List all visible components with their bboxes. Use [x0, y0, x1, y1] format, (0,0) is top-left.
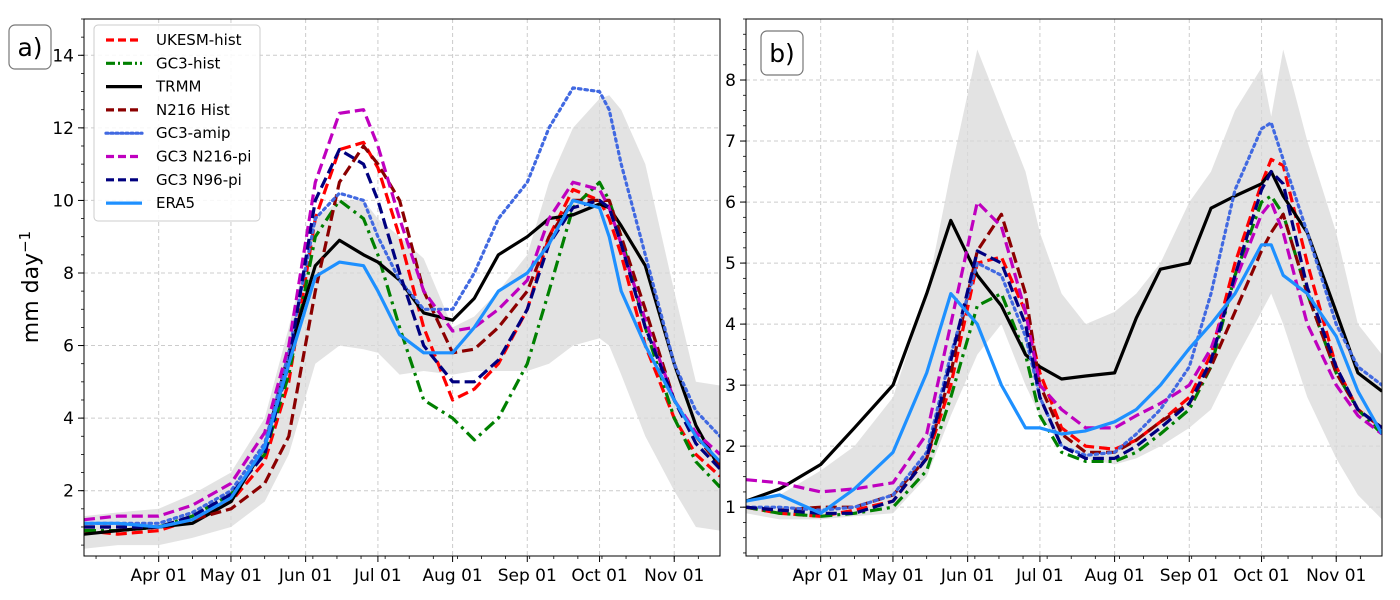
legend-label-trmm: TRMM	[155, 78, 201, 96]
x-tick-label: Nov 01	[644, 566, 704, 586]
x-tick-label: Apr 01	[792, 566, 848, 586]
legend-label-ukesm-hist: UKESM-hist	[156, 31, 242, 49]
x-tick-label: Nov 01	[1306, 566, 1366, 586]
plot-frame	[83, 18, 721, 557]
y-tick-label: 8	[63, 264, 74, 284]
y-axis-label-main: mm day	[19, 253, 44, 343]
y-tick-label: 5	[725, 254, 736, 274]
legend: UKESM-hist GC3-hist TRMM N216 Hist GC3-amip G…	[93, 24, 261, 222]
y-axis-label-superscript: −1	[16, 231, 34, 253]
spread-shading	[84, 95, 720, 549]
series-line-gc3-amip	[84, 86, 720, 525]
x-tick-label: Oct 01	[571, 566, 627, 586]
y-tick-label: 6	[725, 193, 736, 213]
panel-label-box	[8, 24, 52, 70]
y-tick-label: 4	[63, 409, 74, 429]
spread-shading	[746, 49, 1382, 520]
y-tick-label: 7	[725, 132, 736, 152]
legend-label-gc3-n96-pi: GC3 N96-pi	[156, 171, 242, 189]
x-tick-label: Jun 01	[940, 566, 995, 586]
x-tick-label: Jun 01	[278, 566, 333, 586]
series-line-era5	[84, 198, 720, 529]
y-axis-label: mm day−1	[16, 231, 44, 343]
series-line-era5	[746, 243, 1382, 515]
legend-label-gc3-amip: GC3-amip	[156, 124, 231, 142]
x-tick-label: Sep 01	[1160, 566, 1219, 586]
series-line-gc3-hist	[746, 194, 1382, 518]
y-tick-label: 4	[725, 315, 736, 335]
y-tick-label: 14	[52, 46, 74, 66]
panel-label: a)	[17, 33, 42, 62]
panel-label: b)	[769, 39, 795, 68]
x-tick-label: Apr 01	[130, 566, 186, 586]
series-line-ukesm-hist	[746, 157, 1382, 518]
x-tick-label: May 01	[200, 566, 262, 586]
legend-frame	[93, 24, 261, 222]
x-tick-label: Aug 01	[1084, 566, 1144, 586]
y-tick-label: 10	[52, 191, 74, 211]
series-line-trmm	[746, 170, 1382, 503]
series-line-trmm	[84, 202, 720, 536]
y-tick-label: 8	[725, 71, 736, 91]
panel-b: Apr 01 May 01 Jun 01 Jul 01 Aug 01 Sep 01 Oct …	[725, 18, 1383, 586]
y-tick-label: 3	[725, 376, 736, 396]
legend-label-n216-hist: N216 Hist	[156, 101, 230, 119]
legend-label-gc3-n216-pi: GC3 N216-pi	[156, 148, 251, 166]
panel-label-box	[760, 30, 804, 76]
x-tick-label: Aug 01	[422, 566, 482, 586]
legend-label-era5: ERA5	[156, 194, 195, 212]
y-tick-label: 2	[63, 482, 74, 502]
series-line-gc3-n96-pi	[746, 170, 1382, 515]
y-tick-label: 2	[725, 437, 736, 457]
x-tick-label: Oct 01	[1233, 566, 1289, 586]
y-tick-label: 12	[52, 119, 74, 139]
x-tick-label: May 01	[862, 566, 924, 586]
series-line-n216-hist	[84, 144, 720, 529]
series-line-n216-hist	[746, 212, 1382, 512]
x-tick-label: Sep 01	[498, 566, 557, 586]
x-tick-label: Jul 01	[353, 566, 402, 586]
series-line-gc3-n216-pi	[84, 108, 720, 522]
y-tick-label: 6	[63, 337, 74, 357]
y-tick-label: 1	[725, 498, 736, 518]
panel-a: Apr 01 May 01 Jun 01 Jul 01 Aug 01 Sep 01 Oct …	[8, 18, 721, 586]
plot-frame	[745, 18, 1383, 557]
x-tick-label: Jul 01	[1015, 566, 1064, 586]
series-line-gc3-amip	[746, 121, 1382, 512]
legend-label-gc3-hist: GC3-hist	[156, 54, 221, 72]
